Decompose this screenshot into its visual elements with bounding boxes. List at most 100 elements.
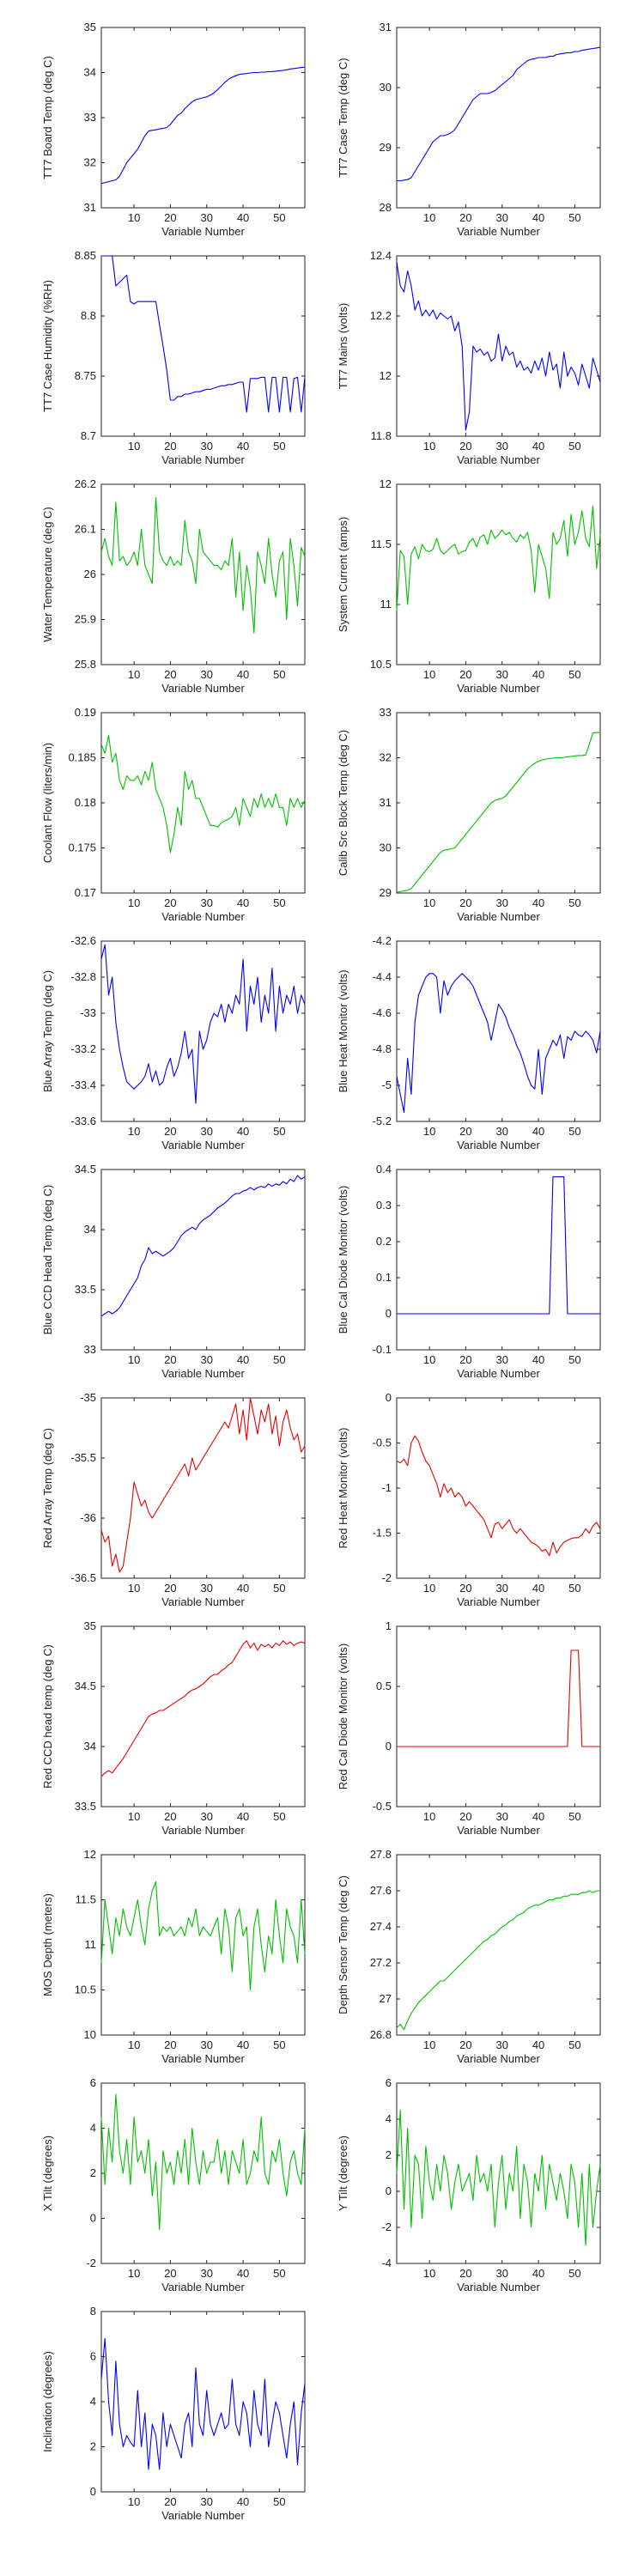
x-tick-label: 40: [237, 2495, 249, 2508]
plot-area: [100, 1397, 306, 1579]
plot-area: [100, 483, 306, 665]
x-tick-label: 50: [568, 2267, 580, 2280]
y-tick-label: 2: [90, 2440, 96, 2453]
x-tick-label: 30: [200, 211, 212, 224]
y-tick-label: 31: [84, 201, 96, 214]
y-axis-label: Blue Cal Diode Monitor (volts): [337, 1186, 349, 1334]
x-tick-label: 20: [459, 1125, 471, 1138]
x-tick-label: 40: [237, 2267, 249, 2280]
x-axis-label: Variable Number: [161, 1367, 245, 1380]
x-tick-label: 30: [200, 1125, 212, 1138]
y-tick-label: 8.8: [81, 309, 96, 322]
x-tick-label: 10: [423, 1125, 435, 1138]
x-tick-label: 40: [237, 1582, 249, 1595]
y-tick-label: 2: [90, 2166, 96, 2179]
series-line: [100, 734, 306, 854]
x-tick-label: 40: [237, 2038, 249, 2051]
x-tick-label: 30: [495, 1125, 507, 1138]
x-tick-label: 50: [273, 1810, 285, 1823]
y-tick-label: -2: [381, 1571, 392, 1584]
y-tick-label: 11: [85, 1938, 97, 1951]
x-axis-label: Variable Number: [161, 1139, 245, 1151]
y-tick-label: -32.8: [70, 970, 96, 983]
y-tick-label: -4: [381, 2257, 392, 2269]
x-axis-label: Variable Number: [457, 453, 540, 466]
y-tick-label: 27.2: [370, 1956, 392, 1969]
chart-17: 10 20 30 40 50 10 10.5 11 11.5 12 Variable Number M…: [41, 1848, 306, 2065]
x-axis-label: Variable Number: [161, 2052, 245, 2065]
x-tick-label: 50: [568, 440, 580, 453]
x-tick-label: 20: [164, 440, 176, 453]
x-tick-label: 40: [532, 896, 544, 909]
y-tick-label: 0: [386, 1740, 392, 1753]
plot-area: [100, 1854, 306, 2036]
x-tick-label: 10: [423, 440, 435, 453]
chart-21: 10 20 30 40 50 0 2 4 6 8 Variable Number Inclinatio…: [41, 2305, 306, 2522]
y-tick-label: 12: [84, 1848, 96, 1861]
y-tick-label: 27: [380, 1992, 392, 2005]
x-axis-label: Variable Number: [457, 1367, 540, 1380]
y-tick-label: 12.2: [370, 309, 392, 322]
y-tick-label: 0.2: [376, 1235, 392, 1248]
y-tick-label: -0.1: [373, 1343, 392, 1356]
x-tick-label: 10: [128, 668, 140, 681]
y-tick-label: 6: [90, 2350, 96, 2363]
x-tick-label: 40: [237, 1810, 249, 1823]
y-tick-label: 11.8: [371, 429, 392, 442]
y-axis-label: Red Array Temp (deg C): [41, 1428, 54, 1548]
x-tick-label: 30: [200, 668, 212, 681]
x-tick-label: 30: [200, 440, 212, 453]
x-tick-label: 20: [164, 1582, 176, 1595]
y-tick-label: -33: [80, 1006, 96, 1019]
x-tick-label: 30: [495, 440, 507, 453]
x-tick-label: 30: [200, 1582, 212, 1595]
series-line: [100, 1397, 306, 1573]
y-tick-label: -5.2: [373, 1115, 392, 1127]
y-tick-label: 6: [386, 2076, 392, 2089]
x-axis-label: Variable Number: [457, 225, 540, 238]
y-tick-label: 35: [84, 21, 96, 33]
y-tick-label: 34: [84, 66, 96, 79]
x-tick-label: 10: [423, 1582, 435, 1595]
y-axis-label: TT7 Case Humidity (%RH): [41, 280, 54, 412]
x-axis-label: Variable Number: [457, 1824, 540, 1837]
series-line: [396, 2109, 601, 2246]
y-tick-label: 29: [380, 141, 392, 154]
y-tick-label: 8: [90, 2305, 96, 2318]
x-tick-label: 10: [423, 2038, 435, 2051]
y-tick-label: 12.4: [370, 249, 392, 262]
x-tick-label: 40: [532, 1353, 544, 1366]
y-tick-label: 27.4: [370, 1920, 392, 1933]
x-tick-label: 10: [128, 1582, 140, 1595]
x-tick-label: 30: [495, 896, 507, 909]
x-tick-label: 20: [459, 668, 471, 681]
x-axis-label: Variable Number: [161, 910, 245, 923]
x-tick-label: 20: [164, 1353, 176, 1366]
y-tick-label: 31: [380, 21, 392, 33]
y-tick-label: 2: [386, 2148, 392, 2161]
series-line: [100, 1640, 306, 1777]
x-tick-label: 40: [532, 668, 544, 681]
x-tick-label: 40: [237, 1125, 249, 1138]
x-axis-label: Variable Number: [161, 1595, 245, 1608]
series-line: [100, 1880, 306, 1991]
y-tick-label: -1: [381, 1481, 392, 1494]
x-tick-label: 20: [164, 211, 176, 224]
series-line: [396, 505, 601, 611]
y-tick-label: -4.8: [373, 1042, 392, 1055]
y-axis-label: Calib Src Block Temp (deg C): [337, 730, 349, 876]
y-tick-label: 34.5: [75, 1163, 96, 1176]
y-tick-label: 26.8: [370, 2028, 392, 2041]
x-tick-label: 10: [128, 1810, 140, 1823]
plot-area: [396, 483, 601, 665]
x-tick-label: 30: [495, 2038, 507, 2051]
x-tick-label: 40: [237, 668, 249, 681]
chart-8: 10 20 30 40 50 29 30 31 32 33 Variable Number Calib…: [337, 706, 601, 923]
series-line: [100, 497, 306, 634]
x-tick-label: 40: [532, 2038, 544, 2051]
y-axis-label: Blue Heat Monitor (volts): [337, 969, 349, 1092]
chart-12: 10 20 30 40 50 -0.1 0 0.1 0.2 0.3 0.4 Variable Numb…: [337, 1163, 601, 1380]
y-tick-label: -36: [80, 1511, 96, 1524]
x-tick-label: 10: [423, 896, 435, 909]
series-line: [396, 732, 600, 893]
